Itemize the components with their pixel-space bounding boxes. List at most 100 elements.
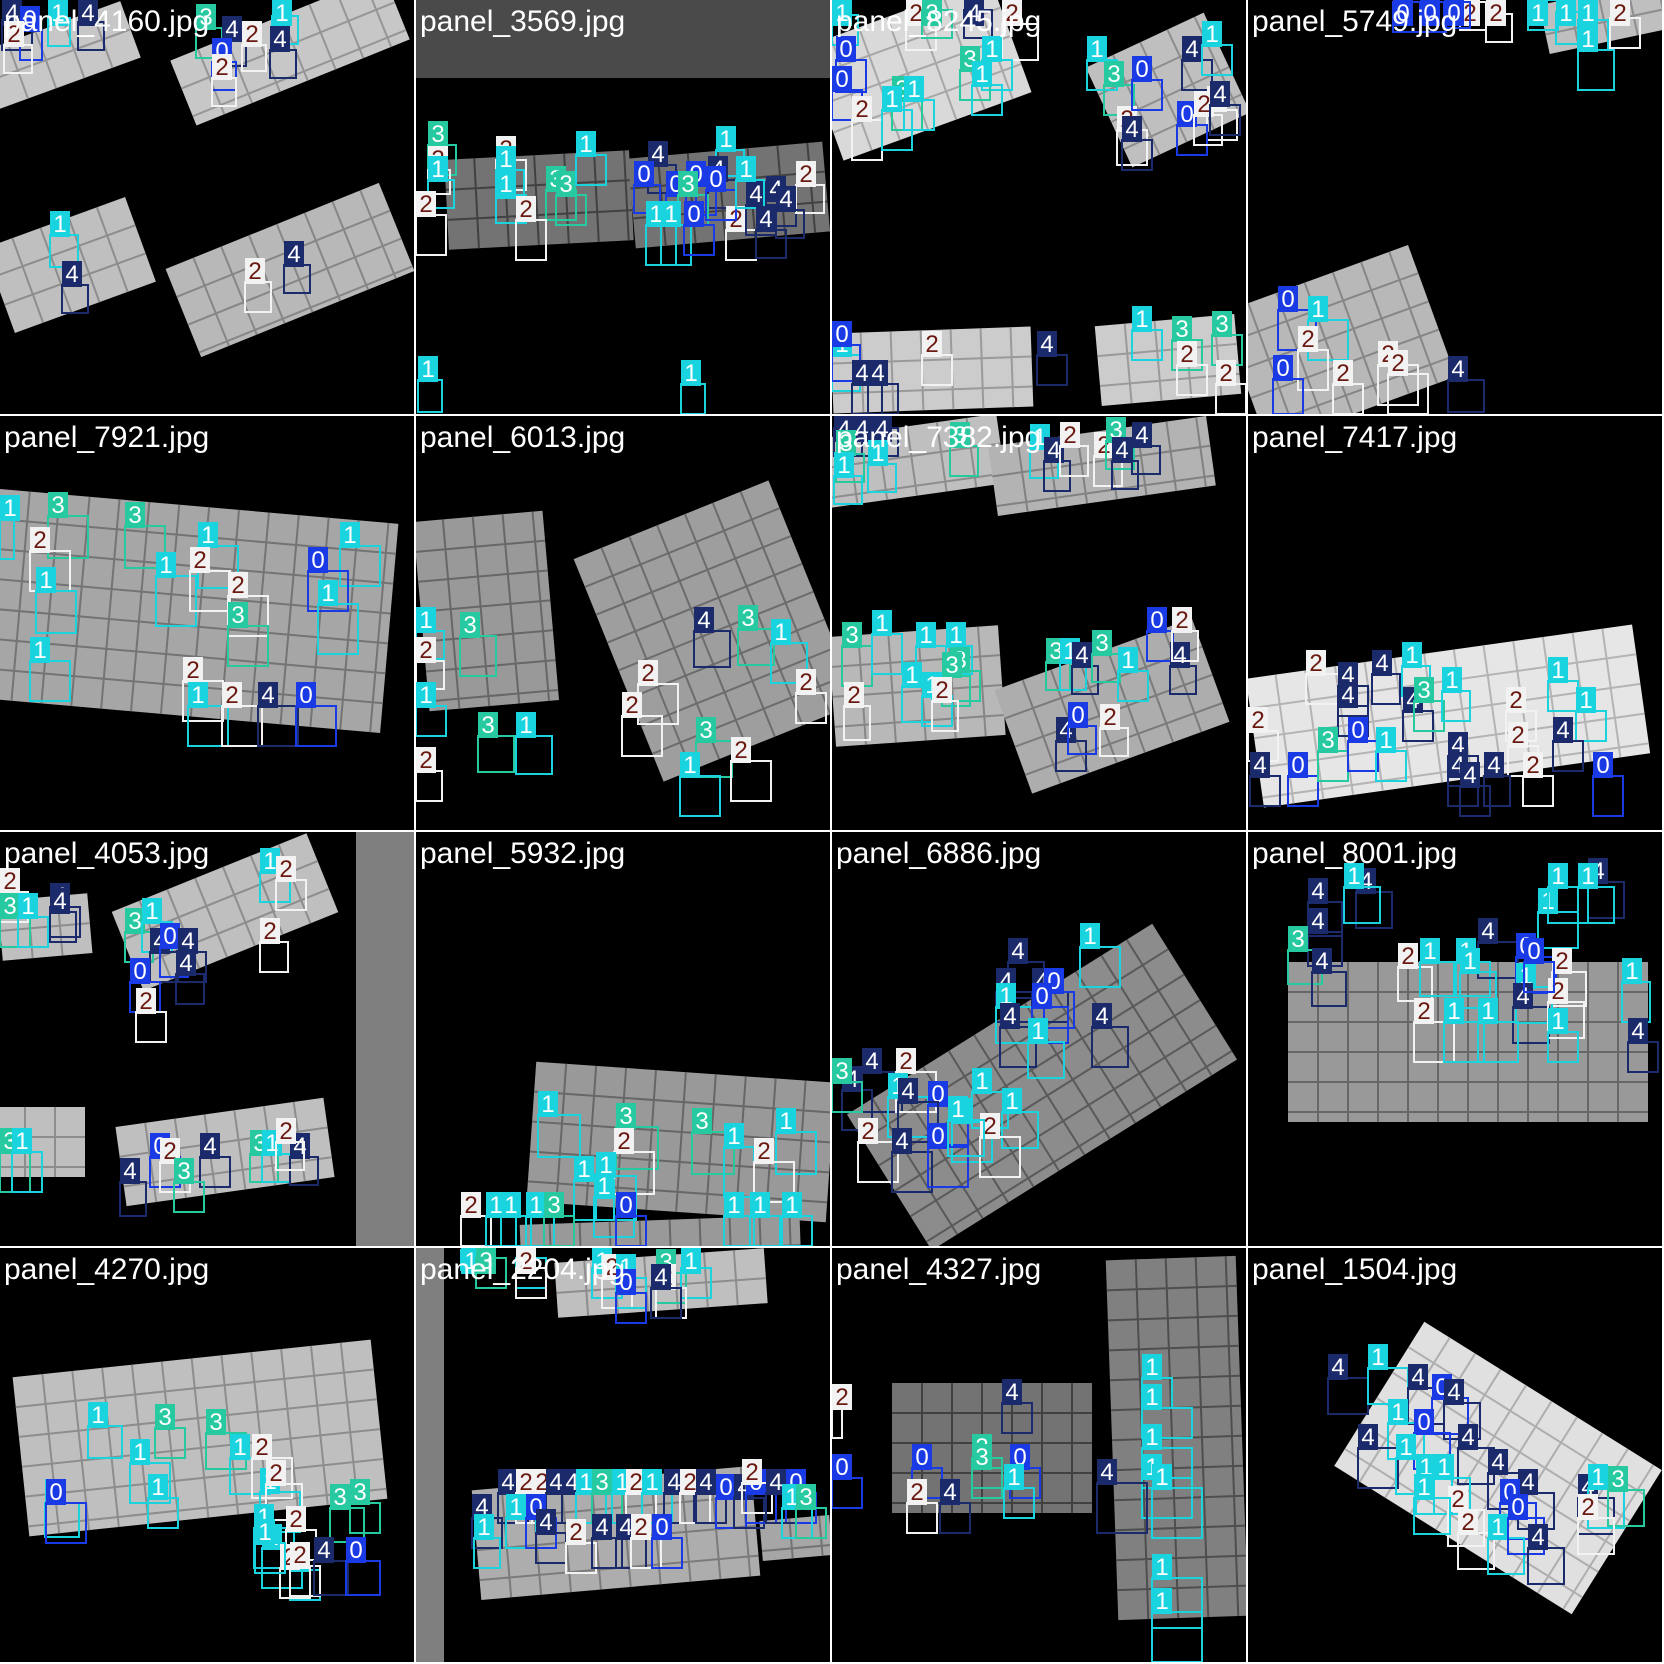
label-tag (634, 161, 654, 187)
detection-label: 1 (785, 1484, 798, 1511)
label-tag (1376, 727, 1396, 753)
detection-label: 1 (421, 356, 434, 383)
detection-label: 2 (1526, 752, 1539, 779)
label-tag (716, 126, 736, 152)
label-tag (896, 1048, 916, 1074)
label-tag (1358, 1424, 1378, 1450)
detection-label: 4 (1011, 938, 1024, 965)
detection-label: 3 (1049, 638, 1062, 665)
label-tag (88, 1402, 108, 1428)
label-tag (771, 619, 791, 645)
detection-label: 4 (565, 1469, 578, 1496)
label-tag (922, 0, 942, 26)
tile-filename: panel_6013.jpg (420, 421, 626, 454)
label-tag (272, 0, 292, 26)
label-tag (1402, 642, 1422, 668)
label-tag (616, 1269, 636, 1295)
detection-label: 3 (463, 612, 476, 639)
panel-photo: 4140414041114424110321042 (1327, 1321, 1662, 1615)
detection-label: 3 (695, 1108, 708, 1135)
detection-box (1592, 775, 1624, 817)
label-tag (940, 1479, 960, 1505)
detection-label: 4 (1311, 908, 1324, 935)
label-tag (476, 1248, 496, 1274)
label-tag (296, 682, 316, 708)
tile-filename: panel_2204.jpg (420, 1253, 626, 1286)
detection-label: 1 (1417, 1474, 1430, 1501)
label-tag (832, 0, 852, 26)
label-tag (1593, 752, 1613, 778)
image-tile: 4 0 2 1 4 3 4 1 2 4 0 2 4 1 2 4 panel_4160.jpg (0, 0, 414, 414)
label-tag (183, 657, 203, 683)
label-tag (142, 898, 162, 924)
panel-photo: 3212311231240104240301411024411 (416, 0, 830, 414)
panel-photo: 414414113421140211421121041 (1287, 858, 1659, 1122)
detection-label: 3 (1611, 1466, 1624, 1493)
detection-label: 1 (871, 440, 884, 467)
detection-label: 1 (3, 495, 16, 522)
detection-label: 4 (967, 0, 980, 27)
detection-label: 4 (1556, 717, 1569, 744)
label-tag (892, 1128, 912, 1154)
label-tag (1548, 863, 1568, 889)
detection-box (730, 760, 772, 802)
detection-label: 0 (619, 1192, 632, 1219)
detection-label: 2 (734, 737, 747, 764)
detection-label: 2 (289, 1506, 302, 1533)
label-tag (270, 26, 290, 52)
detection-label: 1 (419, 607, 432, 634)
solar-array (846, 923, 1238, 1246)
label-tag (12, 1128, 32, 1154)
detection-label: 3 (199, 4, 212, 31)
label-tag (1398, 943, 1418, 969)
detection-label: 4 (1173, 642, 1186, 669)
detection-label: 2 (245, 21, 258, 48)
detection-label: 3 (953, 422, 966, 449)
label-tag (1002, 0, 1022, 26)
detection-label: 1 (321, 580, 334, 607)
label-tag (308, 547, 328, 573)
detection-label: 2 (1005, 0, 1018, 27)
label-tag (1212, 311, 1232, 337)
detection-label: 3 (1321, 727, 1334, 754)
label-tag (631, 1514, 651, 1540)
detection-label: 1 (739, 156, 752, 183)
detection-label: 2 (847, 682, 860, 709)
label-tag (746, 181, 766, 207)
label-tag (416, 607, 436, 633)
detection-label: 3 (699, 717, 712, 744)
detection-label: 1 (645, 1469, 658, 1496)
detection-label: 4 (871, 360, 884, 387)
detection-label: 4 (1311, 878, 1324, 905)
detection-label: 0 (299, 682, 312, 709)
label-tag (776, 186, 796, 212)
label-tag (1508, 1494, 1528, 1520)
detection-label: 1 (727, 1123, 740, 1150)
label-tag (836, 430, 856, 456)
detection-box (1141, 1407, 1193, 1439)
panel-photo: 1331211210131123121240 (12, 1339, 388, 1601)
detection-label: 2 (983, 1113, 996, 1140)
label-tag (844, 682, 864, 708)
tile-filename: panel_3569.jpg (420, 5, 626, 38)
label-tag (330, 1484, 350, 1510)
detection-label: 2 (519, 196, 532, 223)
label-tag (756, 206, 776, 232)
label-tag (1068, 702, 1088, 728)
label-tag (928, 1123, 948, 1149)
detection-label: 3 (681, 171, 694, 198)
detection-label: 4 (1631, 1018, 1644, 1045)
image-tile: 2 4 4 1 4 4 3 1 2 1 1 2 4 0 3 0 1 4 2 4 4 4 4 2 0 panel_7417.jpg (1248, 416, 1662, 830)
label-tag (1298, 326, 1318, 352)
label-tag (907, 1479, 927, 1505)
label-tag (1553, 717, 1573, 743)
detection-label: 4 (595, 1514, 608, 1541)
detection-label: 1 (985, 36, 998, 63)
solar-array (416, 510, 560, 712)
detection-label: 3 (1107, 61, 1120, 88)
label-tag (642, 1469, 662, 1495)
label-tag (576, 1469, 596, 1495)
solar-array (165, 182, 414, 358)
detection-label: 0 (1417, 1409, 1430, 1436)
